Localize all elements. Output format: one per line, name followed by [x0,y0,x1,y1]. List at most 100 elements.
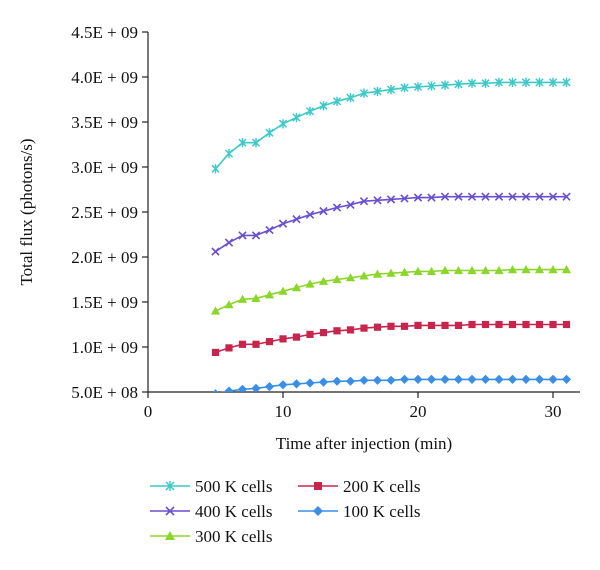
data-point [237,384,248,392]
data-point [265,128,274,138]
y-tick-label: 2.5E + 09 [71,203,138,222]
legend-label: 100 K cells [343,502,420,521]
data-point [535,320,544,329]
data-point [165,506,175,516]
data-point [440,374,450,384]
data-point [426,266,437,275]
data-point [314,482,322,490]
data-point [278,219,288,228]
data-point [305,106,315,116]
series-200-k-cells [211,320,571,356]
data-point [386,195,396,204]
x-axis-title: Time after injection (min) [276,434,452,453]
data-point [346,326,355,334]
data-point [251,383,261,392]
data-point [345,273,356,282]
data-point [468,320,476,329]
data-point [562,77,571,87]
data-point [313,506,323,516]
data-point [332,376,342,386]
data-point [332,96,342,106]
data-point [211,247,220,256]
data-point [265,225,274,235]
data-point [427,321,436,329]
data-point [225,344,233,352]
data-point [238,138,247,148]
y-axis-title: Total flux (photons/s) [17,138,36,285]
data-point [251,293,261,302]
plot-area [210,77,572,392]
data-point [413,374,423,384]
series-line [215,195,567,253]
data-point [359,375,369,385]
data-point [292,333,301,341]
data-point [507,265,518,274]
data-point [413,193,423,202]
data-point [238,231,247,240]
data-point [534,374,545,384]
data-point [561,374,572,384]
data-point [467,374,477,384]
data-point [345,376,356,386]
data-point [480,265,491,275]
data-point [305,210,315,219]
data-point [211,164,220,174]
legend-item: 200 K cells [298,477,420,496]
data-point [333,327,341,335]
data-point [359,197,369,206]
data-point [212,389,219,392]
data-point [278,119,288,129]
y-tick-label: 4.0E + 09 [71,68,138,87]
y-tick-label: 1.0E + 09 [71,338,138,357]
legend-label: 200 K cells [343,477,420,496]
data-point [210,306,221,315]
series-100-k-cells [212,374,572,392]
data-point [440,80,450,90]
y-tick-label: 3.0E + 09 [71,158,138,177]
data-point [441,321,449,329]
data-point [319,101,328,111]
data-point [400,83,409,93]
data-point [413,266,423,275]
legend-item: 100 K cells [298,502,420,521]
data-point [454,321,463,329]
data-point [494,374,504,384]
data-point [427,193,436,202]
data-point [291,379,302,389]
data-point [481,192,490,201]
data-point [291,283,302,292]
data-point [400,322,409,330]
data-point [165,531,175,540]
data-point [346,200,355,209]
data-point [165,481,175,491]
data-point [440,192,450,201]
data-point [318,377,329,387]
data-point [521,374,531,384]
legend-label: 300 K cells [195,527,272,546]
legend-label: 500 K cells [195,477,272,496]
data-point [306,330,314,338]
y-tick-label: 1.5E + 09 [71,293,138,312]
data-point [278,286,288,295]
data-point [211,348,220,356]
legend-item: 300 K cells [150,527,272,546]
legend-item: 500 K cells [150,477,272,496]
data-point [278,380,288,390]
data-point [372,269,383,278]
data-point [251,231,261,240]
data-point [319,206,328,216]
data-point [508,320,517,329]
data-point [346,93,355,103]
data-point [508,77,517,87]
data-point [413,82,423,92]
chart-legend: 500 K cells 200 K cells 400 K cells 100 K c… [150,477,420,546]
data-point [251,138,261,148]
data-point [426,374,437,384]
data-point [237,294,248,303]
legend-item: 400 K cells [150,502,272,521]
data-point [373,323,382,331]
data-point [387,322,395,330]
data-point [292,112,301,123]
data-point [549,320,557,329]
data-point [360,324,368,332]
